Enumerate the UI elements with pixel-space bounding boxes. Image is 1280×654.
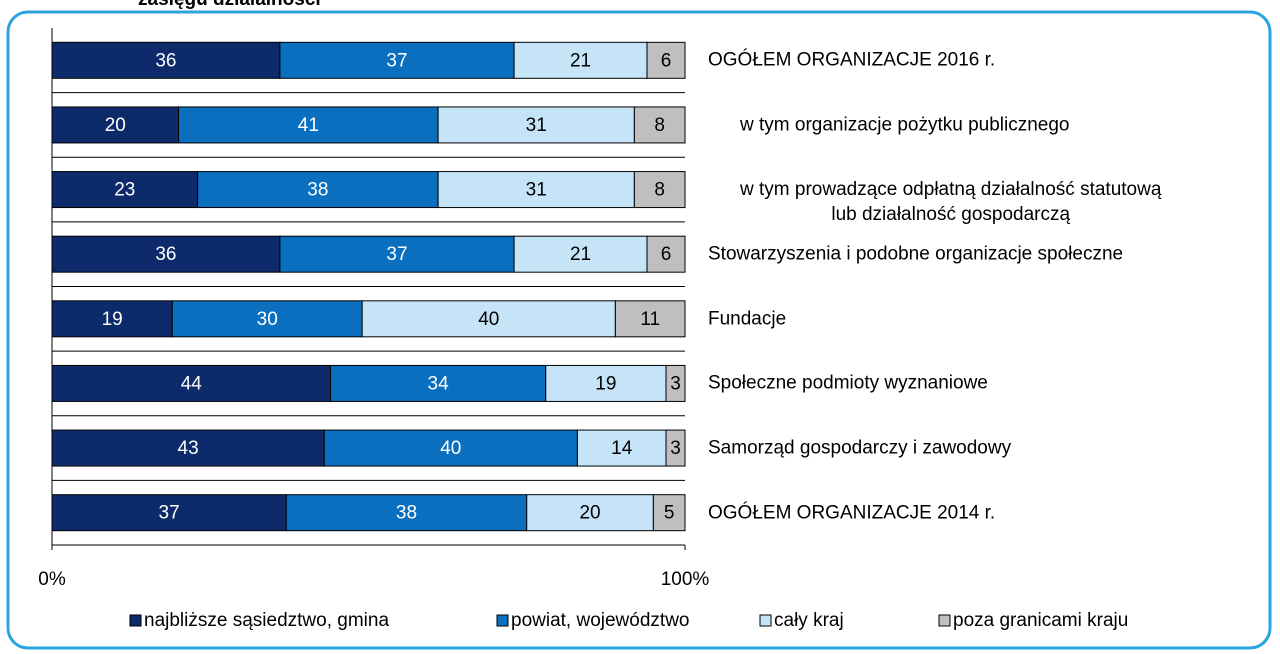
title-bg	[120, 0, 420, 10]
legend-label: najbliższe sąsiedztwo, gmina	[144, 610, 389, 631]
legend-swatch	[938, 614, 951, 627]
bar-segment	[285, 494, 528, 532]
data-label: 3	[670, 373, 681, 394]
data-label: 8	[654, 115, 665, 136]
legend-label: poza granicami kraju	[953, 610, 1128, 631]
data-label: 21	[570, 244, 591, 265]
bar-segment	[614, 300, 686, 338]
data-label: 6	[661, 50, 672, 71]
data-label: 30	[257, 309, 278, 330]
bar-segment	[646, 41, 686, 79]
bar-segment	[665, 429, 686, 467]
category-label: w tym prowadzące odpłatną działalność st…	[740, 178, 1162, 225]
data-label: 20	[105, 115, 126, 136]
bar-segment	[171, 300, 363, 338]
category-label: Społeczne podmioty wyznaniowe	[708, 372, 988, 394]
bar-segment	[197, 171, 439, 209]
data-label: 36	[155, 50, 176, 71]
bar-segment	[665, 364, 686, 402]
data-label: 19	[102, 309, 123, 330]
bar-segment	[51, 171, 199, 209]
data-label: 41	[298, 115, 319, 136]
category-label: w tym organizacje pożytku publicznego	[740, 114, 1070, 136]
data-label: 40	[440, 438, 461, 459]
bar-segment	[633, 171, 686, 209]
category-label: OGÓŁEM ORGANIZACJE 2014 r.	[708, 502, 996, 524]
data-label: 38	[307, 180, 328, 201]
bar-segment	[437, 171, 635, 209]
bar-segment	[51, 41, 281, 79]
data-label: 34	[428, 373, 450, 394]
legend-label: powiat, województwo	[511, 610, 689, 631]
bar-segment	[652, 494, 686, 532]
data-label: 37	[159, 503, 180, 524]
data-label: 43	[178, 438, 199, 459]
data-label: 11	[640, 309, 660, 330]
data-label: 5	[664, 503, 675, 524]
legend-label: cały kraj	[774, 610, 844, 631]
bar-segment	[633, 106, 686, 144]
bar-segment	[51, 300, 173, 338]
chart-title: zasięgu działalności	[138, 0, 321, 10]
legend-swatch	[129, 614, 142, 627]
bar-segment	[513, 41, 648, 79]
bar-segment	[545, 364, 667, 402]
bar-segment	[51, 494, 287, 532]
data-label: 8	[654, 180, 665, 201]
data-label: 21	[570, 50, 591, 71]
bar-segment	[279, 41, 515, 79]
data-label: 37	[386, 50, 407, 71]
category-label: Stowarzyszenia i podobne organizacje spo…	[708, 243, 1124, 265]
data-label: 20	[579, 503, 600, 524]
frame	[6, 10, 1272, 650]
bar-segment	[51, 429, 325, 467]
data-label: 36	[155, 244, 176, 265]
category-label: OGÓŁEM ORGANIZACJE 2016 r.	[708, 49, 996, 71]
data-label: 40	[478, 309, 499, 330]
data-label: 14	[611, 438, 633, 459]
legend-swatch	[759, 614, 772, 627]
data-label: 6	[661, 244, 672, 265]
data-label: 31	[526, 115, 547, 136]
category-label: Fundacje	[708, 308, 787, 330]
x-tick-label: 0%	[38, 569, 66, 590]
bar-segment	[361, 300, 616, 338]
bar-segment	[437, 106, 635, 144]
data-label: 23	[114, 180, 135, 201]
bar-segment	[646, 235, 686, 273]
category-label: Samorząd gospodarczy i zawodowy	[708, 437, 1012, 459]
data-label: 44	[181, 373, 203, 394]
legend-swatch	[496, 614, 509, 627]
data-label: 37	[386, 244, 407, 265]
x-tick-label: 100%	[661, 569, 710, 590]
data-label: 38	[396, 503, 417, 524]
data-label: 19	[595, 373, 616, 394]
bar-segment	[576, 429, 667, 467]
data-label: 3	[670, 438, 681, 459]
bar-segment	[330, 364, 547, 402]
data-label: 31	[526, 180, 547, 201]
